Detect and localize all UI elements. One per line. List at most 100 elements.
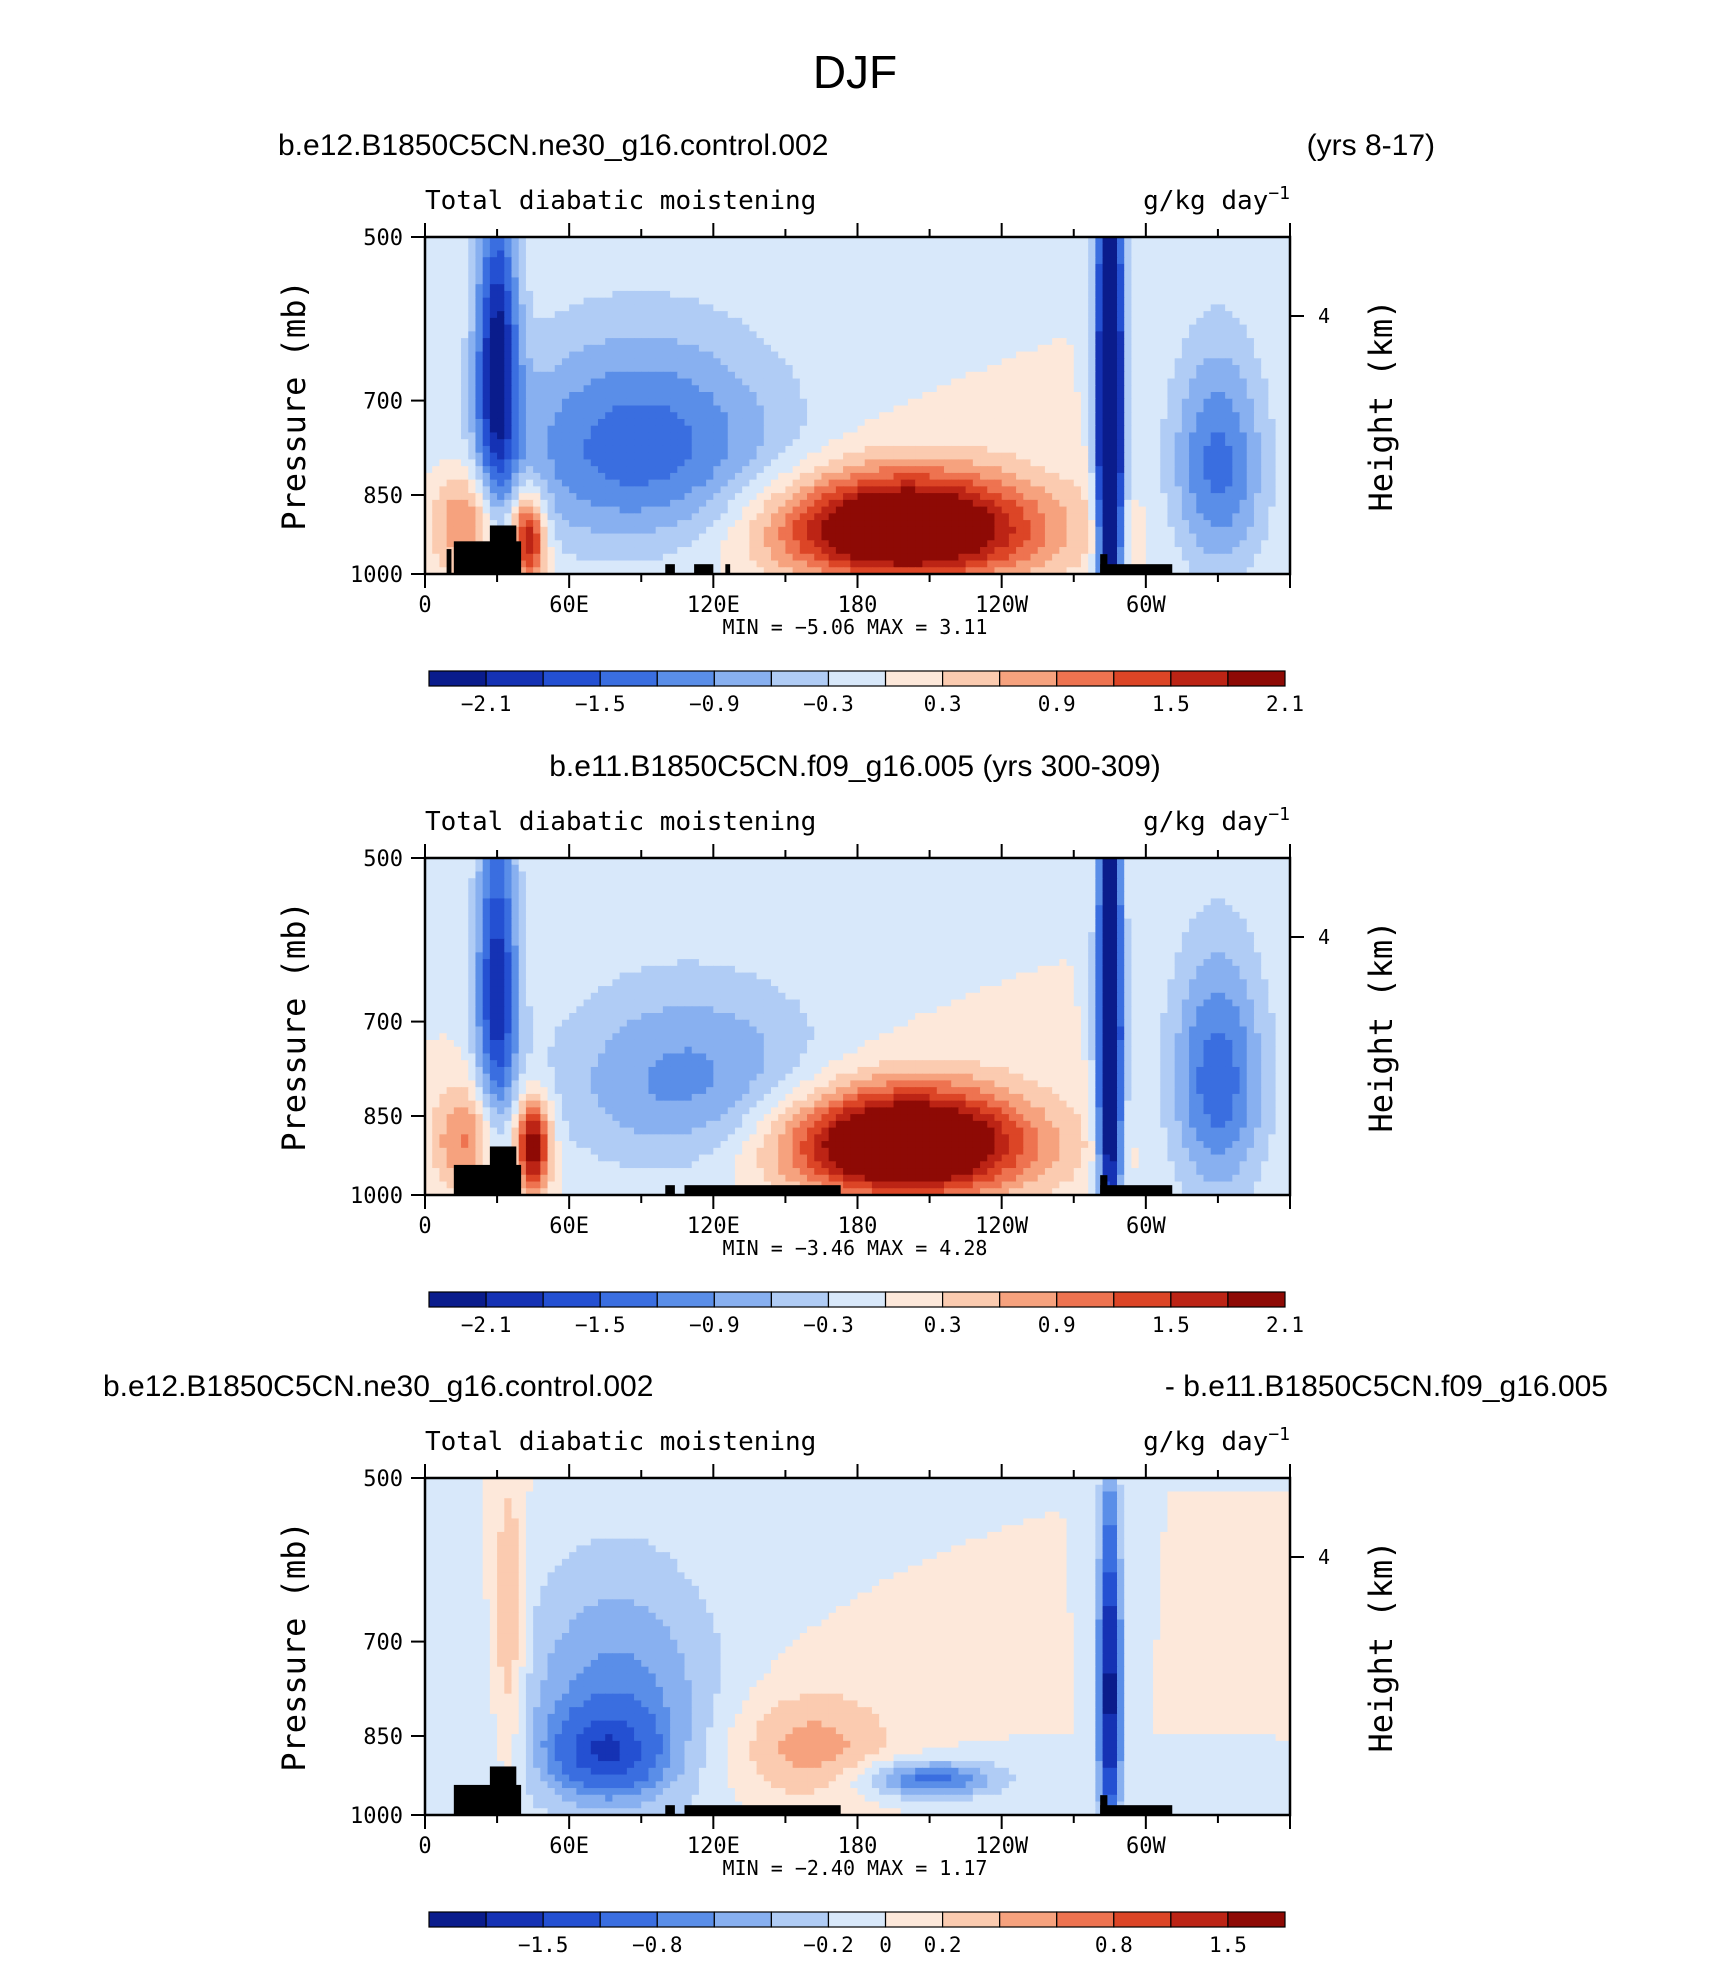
contour-cell	[835, 263, 844, 272]
contour-cell	[893, 257, 902, 265]
contour-cell	[475, 479, 484, 487]
contour-cell	[1124, 358, 1133, 366]
contour-cell	[850, 365, 859, 373]
contour-cell	[612, 493, 621, 501]
contour-cell	[864, 452, 873, 461]
contour-cell	[439, 445, 448, 454]
contour-cell	[1217, 425, 1226, 434]
contour-cell	[1052, 506, 1060, 514]
contour-cell	[576, 270, 585, 279]
contour-cell	[1196, 317, 1205, 326]
contour-cell	[742, 344, 750, 353]
contour-cell	[1059, 317, 1068, 326]
contour-cell	[951, 479, 960, 487]
contour-cell	[648, 250, 657, 258]
contour-cell	[641, 459, 650, 467]
contour-cell	[655, 317, 664, 326]
contour-cell	[1203, 398, 1212, 407]
contour-cell	[1095, 432, 1104, 440]
contour-cell	[561, 284, 570, 292]
contour-cell	[590, 459, 599, 467]
contour-cell	[461, 486, 469, 494]
contour-cell	[1030, 331, 1039, 339]
contour-cell	[468, 338, 477, 346]
contour-cell	[648, 445, 657, 454]
contour-cell	[734, 459, 743, 467]
contour-cell	[1080, 243, 1089, 252]
contour-cell	[1203, 385, 1212, 393]
contour-cell	[1124, 506, 1133, 514]
contour-cell	[612, 425, 621, 434]
contour-cell	[763, 405, 772, 413]
contour-cell	[987, 311, 996, 319]
contour-cell	[626, 466, 635, 474]
contour-cell	[807, 250, 815, 258]
contour-cell	[742, 358, 750, 366]
contour-cell	[1117, 263, 1125, 272]
contour-cell	[504, 499, 513, 508]
contour-cell	[706, 324, 714, 332]
contour-cell	[648, 338, 657, 346]
contour-cell	[554, 250, 563, 258]
contour-cell	[734, 466, 743, 474]
contour-cell	[929, 439, 938, 447]
contour-cell	[453, 378, 462, 386]
contour-cell	[907, 506, 916, 514]
contour-cell	[1160, 459, 1169, 467]
contour-cell	[1059, 304, 1068, 312]
contour-cell	[1145, 257, 1154, 265]
contour-cell	[691, 412, 700, 420]
contour-cell	[980, 371, 988, 380]
contour-cell	[425, 432, 433, 440]
contour-cell	[1138, 358, 1147, 366]
contour-cell	[1030, 263, 1039, 272]
contour-cell	[554, 466, 563, 474]
contour-cell	[432, 459, 441, 467]
contour-cell	[1210, 493, 1219, 501]
contour-cell	[965, 263, 974, 272]
contour-cell	[756, 445, 765, 454]
contour-cell	[677, 344, 686, 353]
contour-cell	[497, 385, 505, 393]
contour-cell	[1095, 237, 1104, 245]
contour-cell	[497, 439, 505, 447]
contour-cell	[720, 445, 729, 454]
contour-cell	[792, 365, 801, 373]
contour-cell	[547, 243, 556, 252]
contour-cell	[1268, 459, 1277, 467]
contour-cell	[807, 371, 815, 380]
contour-cell	[778, 479, 787, 487]
contour-cell	[1088, 317, 1096, 326]
contour-cell	[734, 358, 743, 366]
contour-cell	[1268, 237, 1277, 245]
contour-cell	[843, 452, 851, 461]
contour-cell	[1174, 398, 1183, 407]
contour-cell	[958, 297, 967, 305]
contour-cell	[439, 297, 448, 305]
contour-cell	[936, 284, 945, 292]
contour-cell	[785, 452, 794, 461]
contour-cell	[1066, 311, 1075, 319]
contour-cell	[1124, 499, 1133, 508]
contour-cell	[1167, 284, 1176, 292]
contour-cell	[1109, 304, 1118, 312]
contour-cell	[1246, 459, 1255, 467]
contour-cell	[972, 466, 981, 474]
contour-cell	[843, 263, 851, 272]
contour-cell	[807, 378, 815, 386]
contour-cell	[785, 479, 794, 487]
contour-cell	[799, 398, 808, 407]
contour-cell	[713, 351, 722, 359]
contour-cell	[1160, 466, 1169, 474]
contour-cell	[590, 405, 599, 413]
contour-cell	[497, 344, 505, 353]
contour-cell	[1203, 358, 1212, 366]
contour-cell	[821, 250, 830, 258]
contour-cell	[785, 304, 794, 312]
contour-cell	[879, 324, 887, 332]
contour-cell	[612, 365, 621, 373]
contour-cell	[907, 257, 916, 265]
contour-cell	[540, 243, 549, 252]
contour-cell	[619, 277, 628, 285]
